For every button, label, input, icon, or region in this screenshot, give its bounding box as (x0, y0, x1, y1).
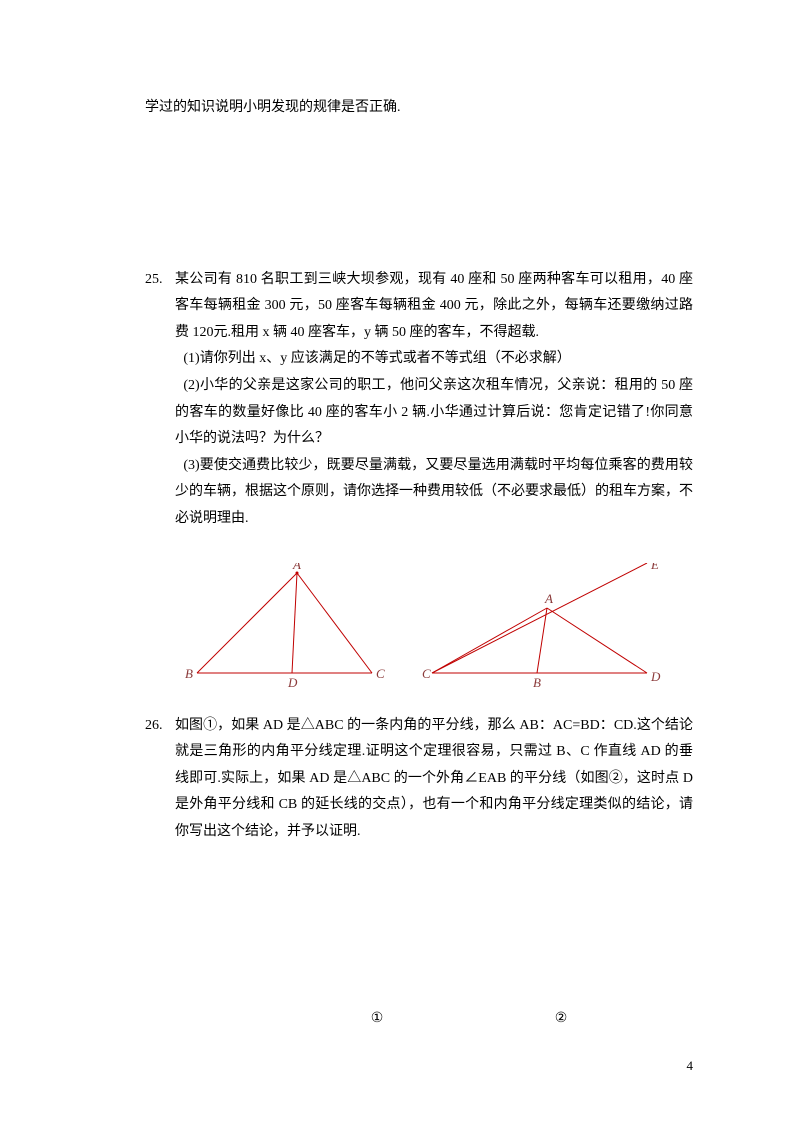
question-body: 如图①，如果 AD 是△ABC 的一条内角的平分线，那么 AB：AC=BD：CD… (175, 713, 693, 846)
svg-text:A: A (544, 591, 553, 606)
intro-text: 学过的知识说明小明发现的规律是否正确. (145, 95, 693, 122)
figure-2: A B C D E (422, 563, 662, 693)
svg-text:C: C (376, 666, 385, 681)
svg-text:D: D (287, 675, 298, 690)
question-number: 25. (145, 267, 175, 533)
figure-label-1: ① (371, 1006, 384, 1033)
svg-text:A: A (292, 563, 301, 572)
figure-label-2: ② (555, 1006, 568, 1033)
q25-p1: 某公司有 810 名职工到三峡大坝参观，现有 40 座和 50 座两种客车可以租… (175, 267, 693, 347)
svg-text:D: D (650, 669, 661, 684)
question-number: 26. (145, 713, 175, 846)
question-body: 某公司有 810 名职工到三峡大坝参观，现有 40 座和 50 座两种客车可以租… (175, 267, 693, 533)
q25-p4: (3)要使交通费比较少，既要尽量满载，又要尽量选用满载时平均每位乘客的费用较少的… (175, 453, 693, 533)
figure-labels: ① ② (145, 1006, 693, 1033)
q25-p2: (1)请你列出 x、y 应该满足的不等式或者不等式组（不必求解） (175, 346, 693, 373)
svg-text:B: B (533, 675, 541, 690)
q25-p3: (2)小华的父亲是这家公司的职工，他问父亲这次租车情况，父亲说：租用的 50 座… (175, 373, 693, 453)
question-26: 26. 如图①，如果 AD 是△ABC 的一条内角的平分线，那么 AB：AC=B… (145, 713, 693, 846)
svg-text:C: C (422, 666, 431, 681)
question-25: 25. 某公司有 810 名职工到三峡大坝参观，现有 40 座和 50 座两种客… (145, 267, 693, 533)
svg-text:B: B (185, 666, 193, 681)
page-number: 4 (687, 1058, 694, 1074)
q26-p1: 如图①，如果 AD 是△ABC 的一条内角的平分线，那么 AB：AC=BD：CD… (175, 713, 693, 846)
figure-1: A B C D (177, 563, 392, 693)
diagram-row: A B C D A B C D E (145, 563, 693, 693)
svg-text:E: E (650, 563, 659, 572)
